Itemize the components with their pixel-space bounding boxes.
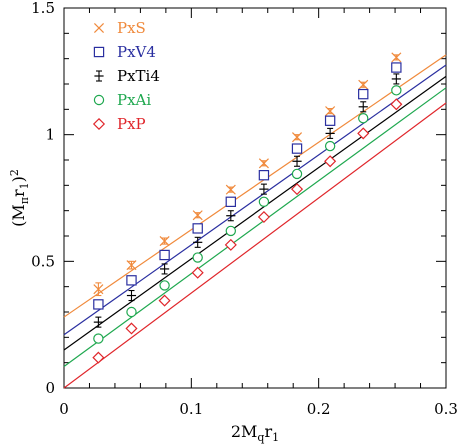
fit-lines bbox=[63, 54, 447, 389]
square-marker bbox=[192, 223, 203, 234]
diamond-marker bbox=[158, 294, 171, 307]
tick-labels: 0 0.1 0.2 0.3 0 0.5 1 1.5 bbox=[31, 0, 458, 418]
x-axis-label: 2Mqr1 bbox=[231, 422, 279, 444]
legend-label: PxS bbox=[117, 19, 146, 37]
circle-marker bbox=[225, 225, 237, 237]
cross-marker bbox=[93, 284, 104, 295]
square-marker bbox=[93, 46, 105, 58]
square-marker bbox=[358, 88, 369, 100]
diamond-marker bbox=[357, 127, 370, 140]
cross-marker bbox=[192, 210, 203, 221]
diamond-marker bbox=[290, 183, 304, 196]
circle-marker bbox=[93, 333, 104, 344]
square-marker bbox=[291, 143, 303, 154]
fit-line bbox=[63, 75, 447, 351]
circle-marker bbox=[258, 196, 270, 207]
diamond-marker bbox=[257, 210, 270, 224]
square-marker bbox=[225, 196, 237, 207]
fit-line bbox=[63, 87, 447, 367]
x-tick-label: 0.3 bbox=[434, 400, 458, 418]
square-marker bbox=[258, 170, 270, 181]
x-tick-label: 0.2 bbox=[307, 400, 331, 418]
circle-marker bbox=[291, 168, 303, 180]
circle-marker bbox=[159, 280, 170, 291]
diamond-marker bbox=[224, 238, 237, 251]
legend-label: PxTi4 bbox=[117, 67, 160, 85]
square-marker bbox=[93, 299, 104, 310]
x-tick-label: 0 bbox=[59, 400, 69, 418]
diamond-marker bbox=[324, 155, 337, 168]
circle-marker bbox=[192, 252, 203, 263]
cross-marker bbox=[391, 52, 402, 63]
y-tick-label: 0 bbox=[45, 379, 55, 397]
fit-line bbox=[63, 64, 447, 336]
y-axis-label: (Mπr1)2 bbox=[8, 169, 31, 227]
cross-marker bbox=[225, 184, 236, 195]
cross-marker bbox=[126, 260, 137, 271]
legend-label: PxV4 bbox=[117, 43, 156, 61]
legend-label: PxP bbox=[117, 115, 146, 133]
cross-marker bbox=[258, 158, 269, 169]
square-marker bbox=[159, 249, 170, 261]
axis-ticks bbox=[63, 7, 447, 389]
y-tick-label: 1 bbox=[45, 126, 55, 144]
circle-marker bbox=[93, 94, 105, 106]
circle-marker bbox=[358, 112, 369, 124]
x-tick-label: 0.1 bbox=[179, 400, 203, 418]
diamond-marker bbox=[390, 98, 403, 111]
square-marker bbox=[324, 115, 336, 126]
plot-frame bbox=[63, 7, 447, 389]
circle-marker bbox=[126, 306, 137, 318]
legend: PxS PxV4 PxTi4 PxAi PxP bbox=[92, 19, 160, 133]
cross-marker bbox=[291, 132, 303, 143]
fit-line bbox=[63, 54, 447, 318]
square-marker bbox=[126, 275, 137, 286]
diamond-marker bbox=[125, 322, 138, 335]
circle-marker bbox=[324, 140, 336, 152]
cross-marker bbox=[159, 236, 170, 247]
diamond-marker bbox=[92, 117, 106, 131]
diamond-marker bbox=[92, 351, 105, 364]
circle-marker bbox=[391, 85, 402, 96]
cross-marker bbox=[93, 22, 105, 34]
cross-marker bbox=[358, 79, 369, 90]
y-tick-label: 1.5 bbox=[31, 0, 55, 17]
fit-line bbox=[63, 102, 447, 389]
cross-marker bbox=[325, 106, 336, 117]
y-tick-label: 0.5 bbox=[31, 252, 55, 270]
diamond-marker bbox=[191, 266, 204, 279]
square-marker bbox=[391, 62, 402, 73]
legend-label: PxAi bbox=[117, 91, 151, 109]
data-points bbox=[92, 52, 403, 364]
